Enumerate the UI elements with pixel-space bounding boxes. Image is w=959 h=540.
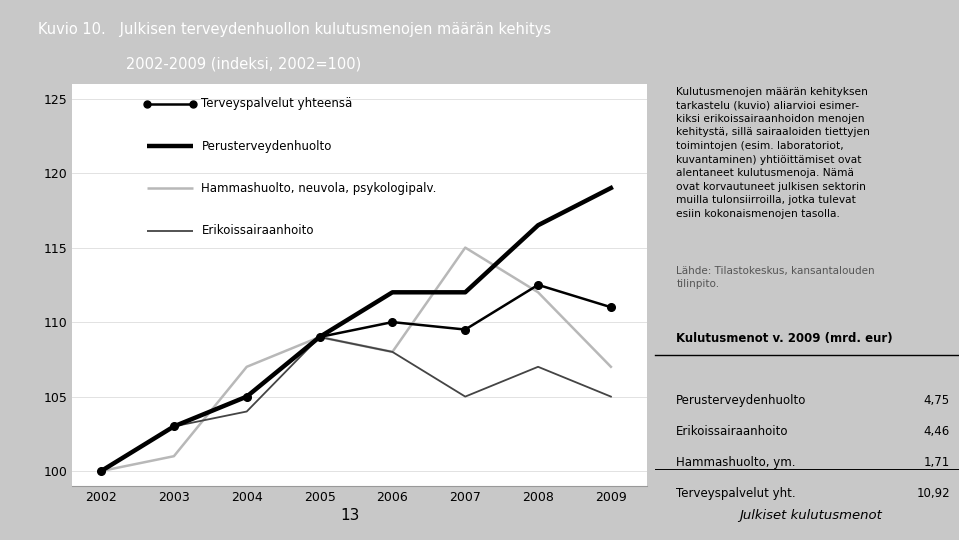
Text: Julkiset kulutusmenot: Julkiset kulutusmenot	[739, 509, 881, 522]
Text: Kuvio 10.   Julkisen terveydenhuollon kulutusmenojen määrän kehitys: Kuvio 10. Julkisen terveydenhuollon kulu…	[38, 22, 551, 37]
Text: Hammashuolto, ym.: Hammashuolto, ym.	[676, 456, 796, 469]
Text: 4,75: 4,75	[924, 394, 949, 407]
Text: Erikoissairaanhoito: Erikoissairaanhoito	[201, 224, 314, 237]
Text: 10,92: 10,92	[916, 487, 949, 500]
Text: Hammashuolto, neuvola, psykologipalv.: Hammashuolto, neuvola, psykologipalv.	[201, 182, 436, 195]
Text: Kulutusmenot v. 2009 (mrd. eur): Kulutusmenot v. 2009 (mrd. eur)	[676, 332, 893, 346]
Text: 4,46: 4,46	[924, 426, 949, 438]
Text: 1,71: 1,71	[924, 456, 949, 469]
Text: Kulutusmenojen määrän kehityksen
tarkastelu (kuvio) aliarvioi esimer-
kiksi erik: Kulutusmenojen määrän kehityksen tarkast…	[676, 86, 870, 219]
Text: Erikoissairaanhoito: Erikoissairaanhoito	[676, 426, 788, 438]
Text: 13: 13	[340, 508, 360, 523]
Text: Perusterveydenhuolto: Perusterveydenhuolto	[676, 394, 807, 407]
Text: Terveyspalvelut yhteensä: Terveyspalvelut yhteensä	[201, 97, 353, 110]
Text: Lähde: Tilastokeskus, kansantalouden
tilinpito.: Lähde: Tilastokeskus, kansantalouden til…	[676, 266, 875, 289]
Text: Perusterveydenhuolto: Perusterveydenhuolto	[201, 139, 332, 153]
Text: 2002-2009 (indeksi, 2002=100): 2002-2009 (indeksi, 2002=100)	[38, 56, 362, 71]
Text: Terveyspalvelut yht.: Terveyspalvelut yht.	[676, 487, 796, 500]
